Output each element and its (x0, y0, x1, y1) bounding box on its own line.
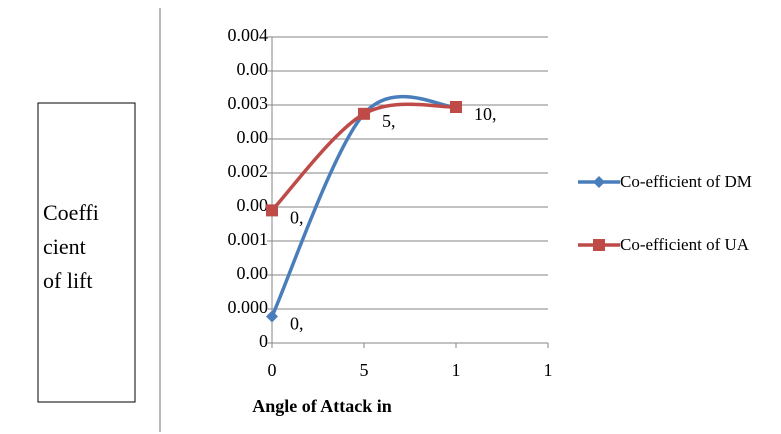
x-tick-label: 0 (268, 360, 277, 380)
data-label: 0, (290, 314, 304, 334)
y-label-box (37, 102, 136, 403)
data-label: 5, (382, 111, 396, 131)
marker (450, 101, 462, 114)
legend-label: Co-efficient of DM (620, 172, 752, 191)
y-tick-label: 0.00 (237, 195, 269, 215)
y-tick-label: 0.001 (228, 229, 269, 249)
y-tick-label: 0.004 (228, 25, 269, 45)
y-axis-label: Coeffi (43, 200, 99, 225)
legend-marker (593, 239, 605, 251)
y-tick-label: 0.00 (237, 263, 269, 283)
y-tick-label: 0.00 (237, 127, 269, 147)
data-label: 0, (290, 208, 304, 228)
x-tick-label: 1 (544, 360, 553, 380)
marker (358, 107, 370, 120)
x-tick-label: 5 (360, 360, 369, 380)
series-line (270, 94, 457, 318)
legend-label: Co-efficient of UA (620, 235, 750, 254)
y-tick-label: 0.003 (228, 93, 269, 113)
y-tick-label: 0.002 (228, 161, 269, 181)
marker (266, 310, 278, 323)
y-axis-label: of lift (43, 268, 93, 293)
y-tick-label: 0 (259, 331, 268, 351)
marker (266, 204, 278, 217)
y-axis-label: cient (43, 234, 86, 259)
data-label: 10, (474, 104, 497, 124)
x-axis-label: Angle of Attack in (252, 396, 392, 416)
y-tick-label: 0.000 (228, 297, 269, 317)
x-tick-label: 1 (452, 360, 461, 380)
series-line (270, 102, 457, 212)
y-tick-label: 0.00 (237, 59, 269, 79)
legend-marker (593, 176, 605, 188)
